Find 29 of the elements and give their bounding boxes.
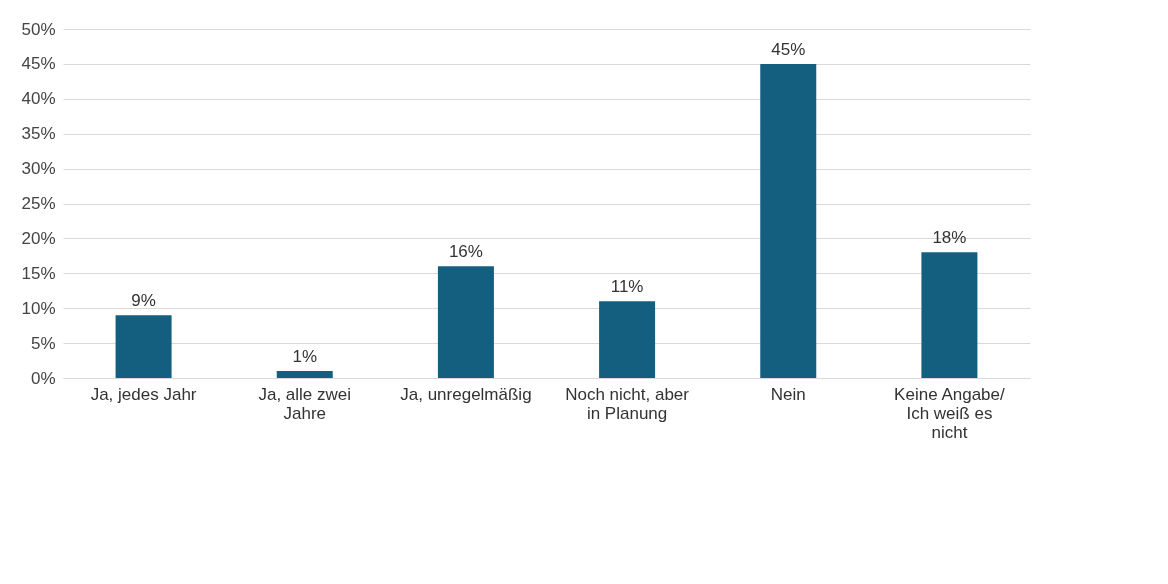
y-tick-label: 50%	[21, 19, 56, 39]
x-tick-label: Ja, alle zwei Jahre	[258, 384, 352, 423]
bar	[437, 266, 494, 378]
bar	[599, 301, 656, 378]
y-tick-label: 10%	[21, 298, 56, 318]
data-label: 11%	[610, 277, 644, 297]
y-tick-label: 0%	[30, 368, 56, 388]
x-tick-label: Nein	[770, 384, 806, 404]
y-tick-label: 35%	[21, 124, 56, 144]
y-tick-label: 25%	[21, 194, 56, 213]
data-label: 18%	[932, 228, 967, 248]
bar	[115, 315, 172, 378]
y-tick-label: 30%	[21, 159, 56, 179]
data-label: 16%	[448, 242, 483, 262]
y-tick-label: 45%	[21, 54, 56, 74]
x-tick-label: Ja, unregelmäßig	[400, 384, 532, 404]
y-tick-label: 5%	[30, 333, 56, 353]
x-tick-label: Ja, jedes Jahr	[90, 384, 197, 404]
y-tick-label: 20%	[21, 228, 56, 248]
y-tick-label: 15%	[21, 263, 56, 283]
data-label: 9%	[131, 291, 156, 311]
bar	[760, 63, 817, 378]
x-tick-label: Keine Angabe/ Ich weiß es nicht	[894, 384, 1005, 442]
x-tick-label: Noch nicht, aber in Planung	[565, 384, 690, 423]
bar	[921, 252, 978, 378]
bar	[276, 371, 333, 378]
data-label: 1%	[292, 347, 318, 367]
data-label: 45%	[771, 39, 806, 59]
y-tick-label: 40%	[21, 89, 56, 109]
